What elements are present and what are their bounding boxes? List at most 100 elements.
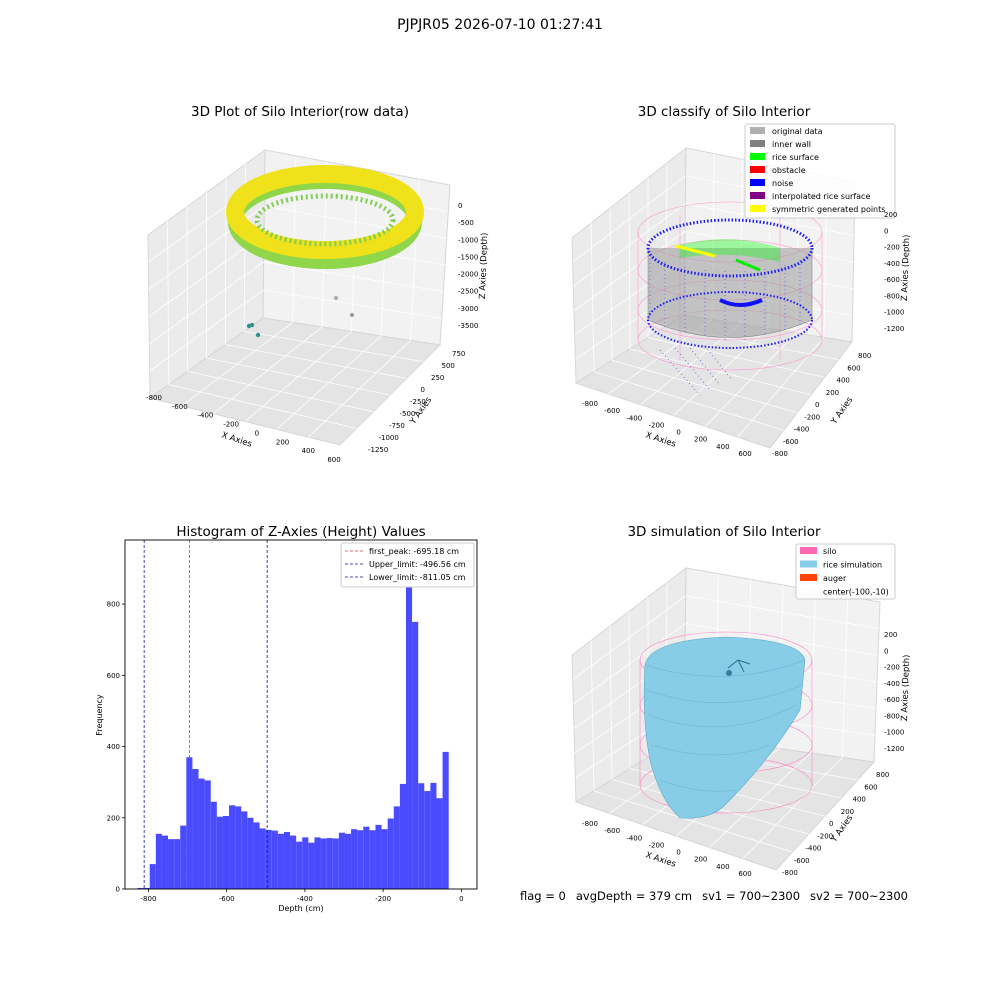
- sim-y-tick-label: 800: [876, 771, 889, 779]
- footer-sv1: sv1 = 700~2300: [702, 889, 801, 903]
- raw-x-tick-label: 200: [276, 438, 289, 446]
- histogram-xlabel: Depth (cm): [278, 904, 323, 913]
- raw-x-tick-label: 0: [255, 429, 259, 437]
- sim-x-tick-label: 0: [676, 849, 680, 857]
- sim-y-tick-label: -400: [806, 845, 822, 853]
- cls-y-tick-label: 400: [837, 377, 850, 385]
- histogram-bar: [271, 830, 278, 889]
- histogram-ytick-label: 800: [107, 601, 120, 609]
- classify-legend-label: original data: [772, 127, 823, 136]
- histogram-bar: [198, 778, 205, 889]
- classify-legend-label: symmetric generated points: [772, 205, 885, 214]
- raw-y-tick-label: 750: [452, 350, 465, 358]
- raw-y-tick-label: 0: [421, 386, 425, 394]
- classify-legend-frame: [744, 123, 896, 219]
- histogram-ytick-label: 600: [107, 672, 120, 680]
- classify-legend-swatch: [750, 192, 765, 199]
- panel-simulation: 3D simulation of Silo Interior silo rice …: [571, 524, 912, 878]
- cls-y-tick-label: -600: [783, 438, 799, 446]
- histogram-legend: first_peak: -695.18 cm Upper_limit: -496.…: [340, 542, 475, 588]
- cls-z-tick-label: 200: [884, 211, 897, 219]
- histogram-ytick-label: 400: [107, 743, 120, 751]
- raw-z-tick-label: -1000: [458, 236, 478, 244]
- raw-y-tick-label: -1250: [368, 446, 388, 454]
- histogram-bar: [155, 833, 162, 889]
- classify-legend-swatch: [750, 166, 765, 173]
- classify-points: [646, 218, 814, 396]
- histogram-xtick-label: 0: [459, 895, 463, 903]
- histogram-bar: [308, 842, 315, 889]
- histogram-bar: [241, 811, 248, 889]
- cls-x-tick-label: -200: [648, 421, 664, 429]
- raw-y-tick-label: -750: [389, 422, 405, 430]
- figure-footer: flag = 0 avgDepth = 379 cm sv1 = 700~2300 s…: [520, 889, 908, 903]
- sim-x-tick-label: -600: [604, 827, 620, 835]
- cls-z-tick-label: -400: [884, 260, 900, 268]
- histogram-xtick-label: -400: [297, 895, 313, 903]
- raw-x-tick-label: 400: [302, 447, 315, 455]
- classify-legend-swatch: [750, 153, 765, 160]
- raw-x-tick-label: 600: [327, 456, 340, 464]
- figure-title: PJPJR05 2026-07-10 01:27:41: [397, 17, 603, 33]
- histogram-legend-label: first_peak: -695.18 cm: [369, 547, 459, 556]
- raw-y-tick-label: -250: [410, 398, 426, 406]
- simulation-legend-label: rice simulation: [823, 561, 882, 570]
- sim-z-tick-label: -600: [884, 696, 900, 704]
- histogram-bar: [161, 835, 169, 889]
- histogram-bar: [369, 830, 376, 889]
- histogram-bar: [326, 838, 333, 889]
- histogram-bar: [399, 783, 406, 889]
- raw-x-tick-label: -400: [197, 412, 213, 420]
- histogram-bar: [277, 833, 284, 889]
- histogram-xtick-label: -600: [219, 895, 235, 903]
- simulation-zlabel: Z Axies (Depth): [900, 654, 912, 721]
- simulation-rice-surface: [643, 636, 806, 819]
- histogram-ylabel: Frequency: [95, 694, 104, 736]
- simulation-legend: silo rice simulation auger center(-100,-10): [795, 543, 896, 600]
- panel-classify: 3D classify of Silo Interior original da…: [571, 104, 912, 458]
- sim-y-tick-label: -600: [794, 857, 810, 865]
- raw-y-tick-label: 500: [442, 362, 455, 370]
- histogram-bar: [137, 887, 144, 889]
- sim-x-tick-label: 600: [738, 870, 751, 878]
- sim-z-tick-label: -800: [884, 712, 900, 720]
- raw-z-tick-label: -2500: [458, 288, 478, 296]
- histogram-bar: [186, 757, 193, 889]
- histogram-bars: [137, 554, 449, 889]
- histogram-bar: [180, 825, 187, 889]
- classify-zlabel: Z Axies (Depth): [900, 234, 912, 301]
- raw-zlabel: Z Axies (Depth): [478, 232, 490, 299]
- histogram-bar: [259, 828, 266, 889]
- histogram-threshold-lines: [143, 540, 268, 889]
- histogram-ytick-label: 0: [116, 886, 120, 894]
- raw-y-tick-label: -500: [400, 410, 416, 418]
- histogram-bar: [430, 782, 437, 889]
- panel-histogram: Histogram of Z-Axies (Height) Values -80…: [95, 524, 478, 913]
- raw-z-tick-label: 0: [458, 202, 462, 210]
- histogram-bar: [351, 829, 358, 889]
- histogram-xtick-label: -800: [141, 895, 157, 903]
- histogram-bar: [296, 841, 303, 889]
- sim-y-tick-label: -800: [782, 869, 798, 877]
- raw-x-tick-label: -800: [146, 394, 162, 402]
- raw-z-tick-label: -2000: [458, 271, 478, 279]
- footer-sv2: sv2 = 700~2300: [810, 889, 908, 903]
- histogram-bar: [405, 554, 413, 889]
- histogram-bar: [302, 837, 309, 889]
- classify-legend-label: obstacle: [772, 166, 806, 175]
- classify-legend-swatch: [750, 140, 765, 147]
- cls-z-tick-label: 0: [884, 227, 888, 235]
- cls-z-tick-label: -800: [884, 292, 900, 300]
- footer-avg-depth: avgDepth = 379 cm: [575, 889, 693, 903]
- sim-z-tick-label: -1200: [884, 745, 904, 753]
- sim-y-tick-label: 400: [853, 796, 866, 804]
- simulation-legend-swatch: [800, 574, 817, 581]
- histogram-bar: [192, 768, 199, 889]
- histogram-bar: [229, 805, 236, 889]
- classify-legend-label: noise: [772, 179, 793, 188]
- histogram-bar: [393, 806, 400, 889]
- cls-z-tick-label: -1200: [884, 325, 904, 333]
- cls-z-tick-label: -200: [884, 244, 900, 252]
- histogram-xtick-label: -200: [375, 895, 391, 903]
- cls-z-tick-label: -1000: [884, 309, 904, 317]
